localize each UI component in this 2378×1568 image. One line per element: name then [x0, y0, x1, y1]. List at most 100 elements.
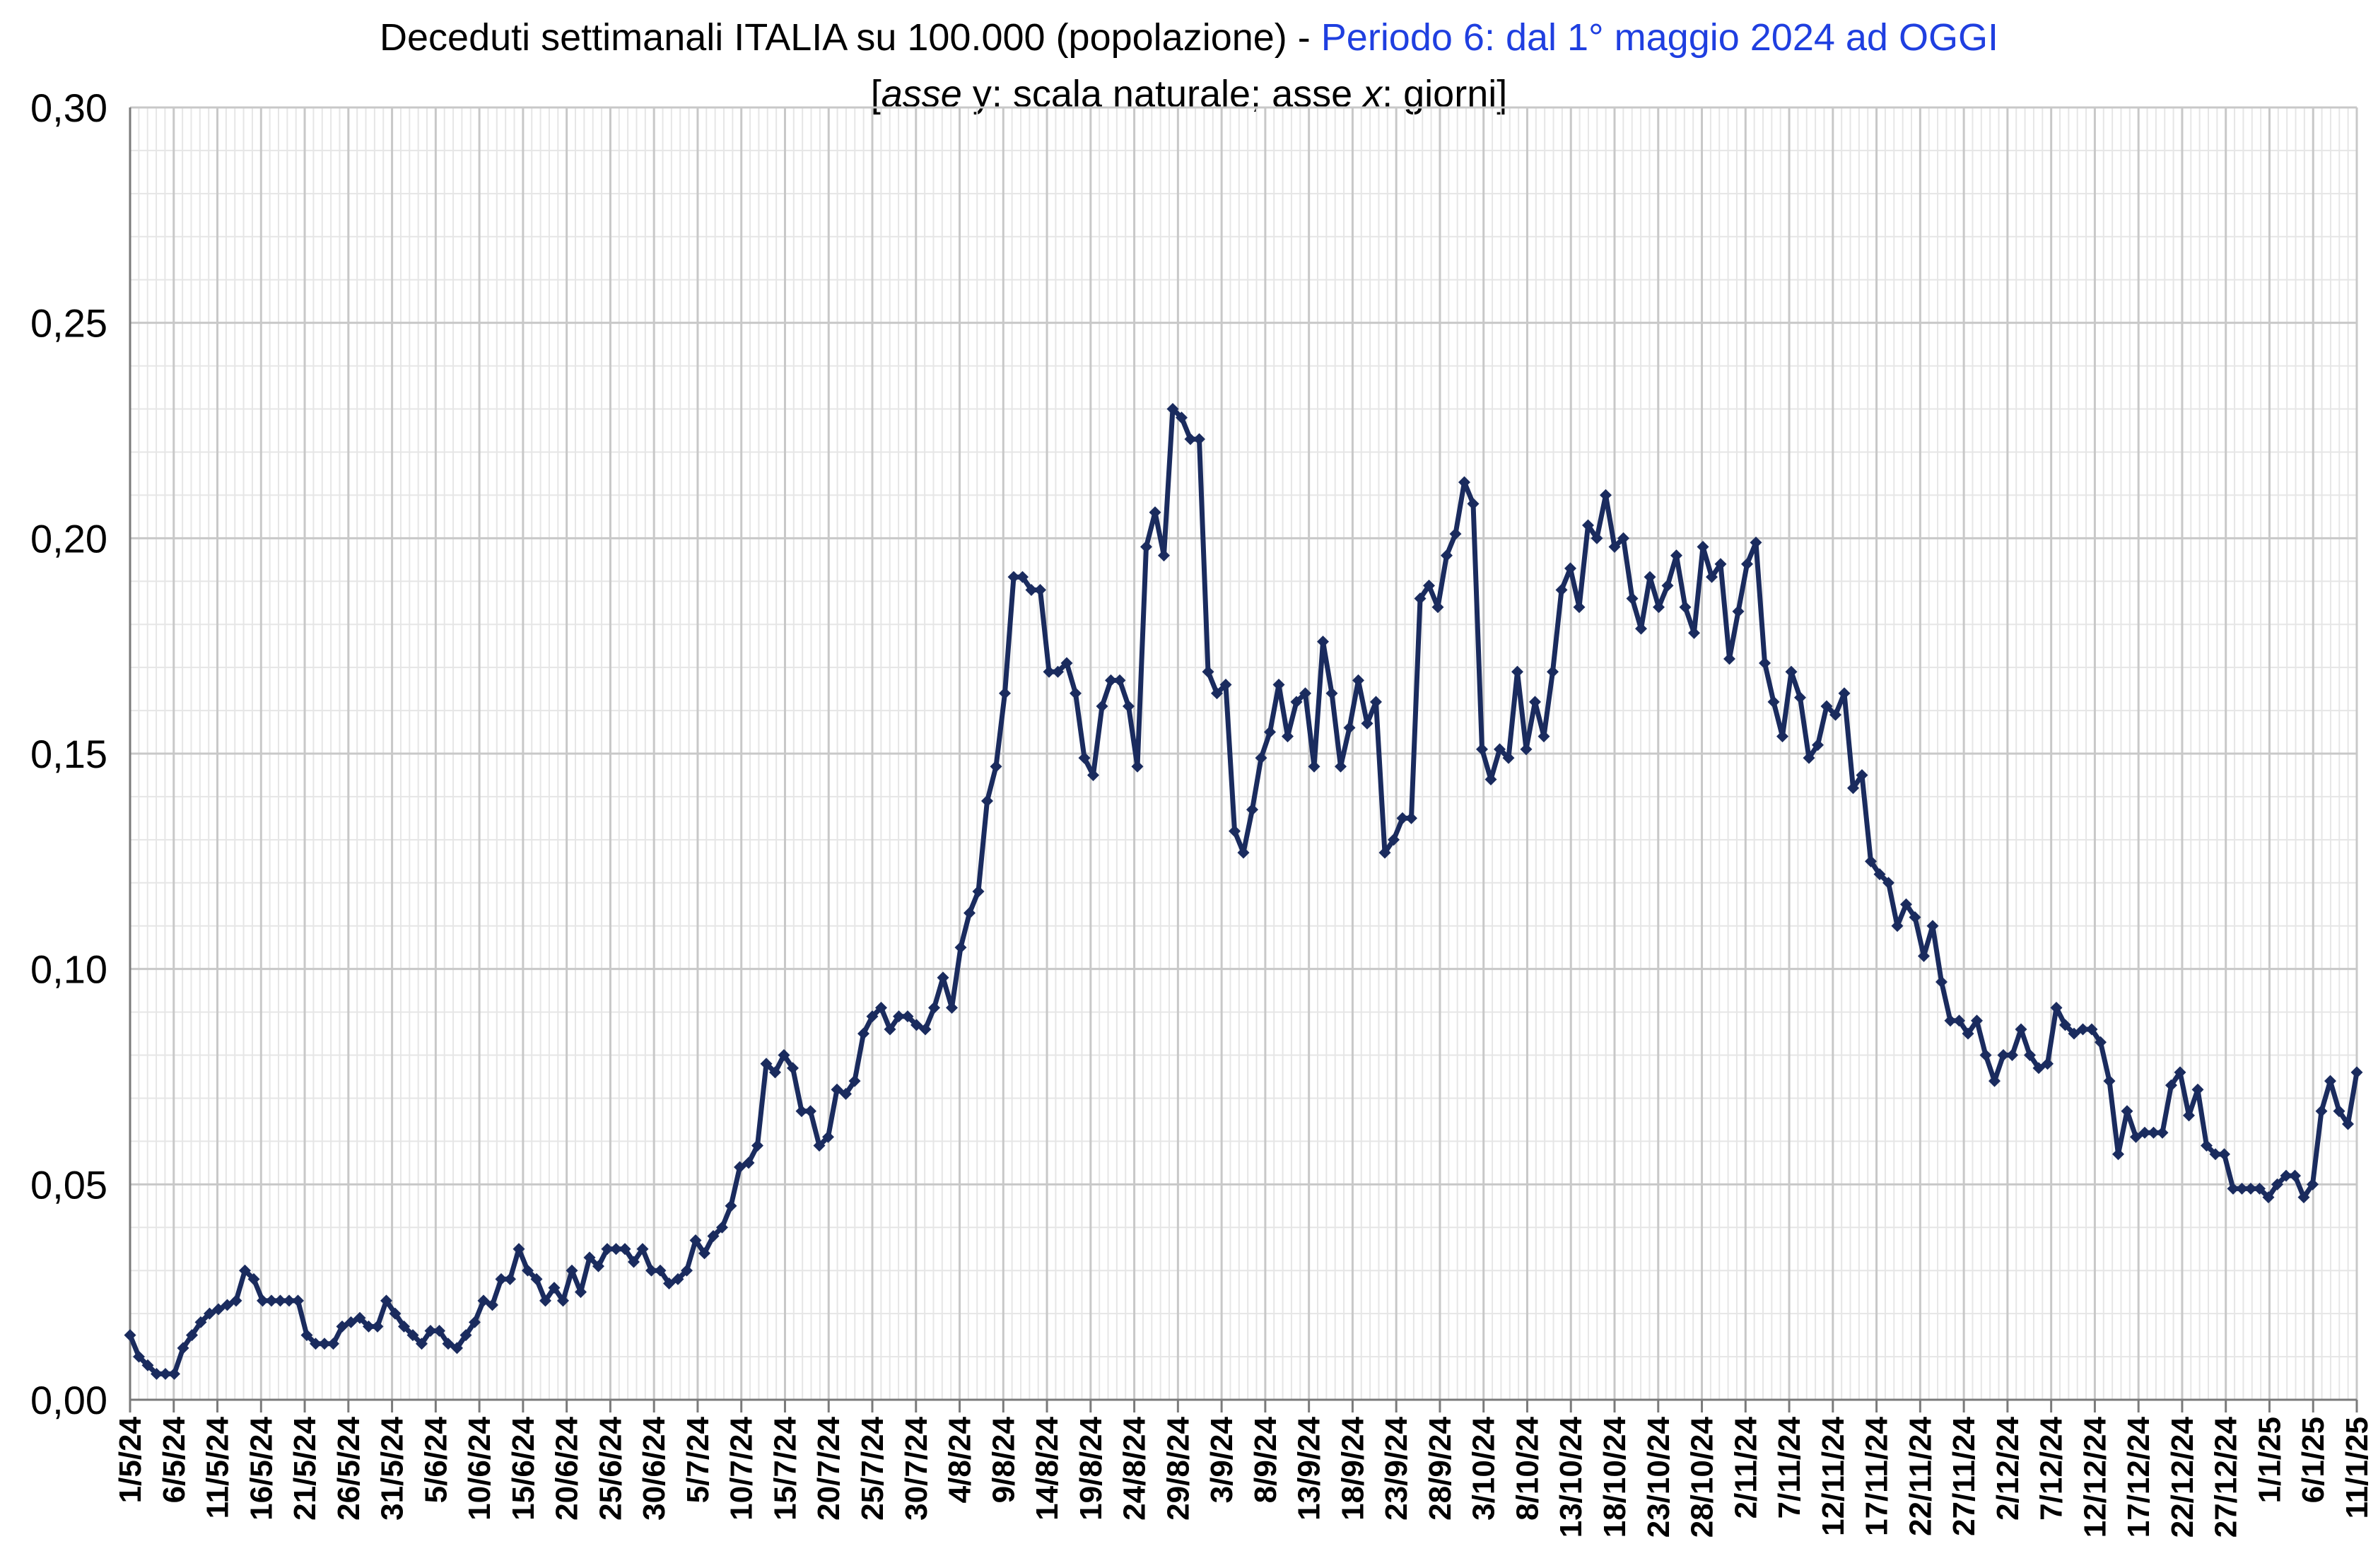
- data-point-marker: [168, 1367, 180, 1380]
- data-point-marker: [504, 1272, 516, 1285]
- x-tick-label: 25/6/24: [593, 1416, 628, 1520]
- data-point-marker: [1149, 506, 1161, 519]
- data-point-marker: [1494, 743, 1506, 756]
- x-tick-label: 9/8/24: [986, 1416, 1021, 1503]
- data-point-marker: [1370, 696, 1382, 708]
- data-point-marker: [2227, 1182, 2239, 1195]
- data-point-marker: [1229, 825, 1241, 838]
- data-point-marker: [2024, 1049, 2036, 1062]
- data-point-marker: [2191, 1083, 2204, 1096]
- data-point-marker: [292, 1294, 304, 1307]
- data-point-marker: [1591, 532, 1603, 544]
- data-point-marker: [1723, 653, 1735, 665]
- data-point-marker: [1299, 687, 1311, 700]
- data-point-marker: [2059, 1019, 2071, 1031]
- x-tick-label: 29/8/24: [1161, 1416, 1195, 1520]
- data-point-marker: [459, 1329, 472, 1342]
- data-point-marker: [1219, 679, 1232, 691]
- data-point-marker: [804, 1105, 816, 1118]
- data-point-marker: [371, 1320, 384, 1333]
- data-point-marker: [778, 1049, 790, 1062]
- data-point-marker: [398, 1320, 410, 1333]
- x-tick-label: 26/5/24: [332, 1416, 366, 1520]
- data-point-marker: [1087, 768, 1099, 781]
- data-point-marker: [742, 1157, 755, 1169]
- data-point-marker: [1926, 920, 1939, 932]
- data-point-marker: [1272, 679, 1285, 691]
- data-point-marker: [981, 795, 993, 807]
- data-point-marker: [1184, 433, 1197, 445]
- major-gridlines: [129, 106, 2358, 1401]
- data-point-marker: [972, 885, 985, 898]
- data-point-marker: [1847, 782, 1859, 795]
- data-point-marker: [2244, 1182, 2257, 1195]
- data-point-marker: [1600, 488, 1612, 501]
- x-tick-label: 6/5/24: [157, 1416, 192, 1503]
- data-point-marker: [2148, 1126, 2160, 1139]
- x-tick-label: 31/5/24: [375, 1416, 410, 1520]
- x-tick-label: 28/10/24: [1685, 1416, 1720, 1538]
- data-point-marker: [1812, 739, 1824, 751]
- data-point-marker: [999, 687, 1011, 700]
- data-point-marker: [1246, 803, 1258, 816]
- data-point-marker: [716, 1221, 728, 1234]
- data-point-marker: [2209, 1148, 2222, 1161]
- data-point-marker: [557, 1294, 569, 1307]
- data-point-marker: [363, 1320, 375, 1333]
- data-point-marker: [2112, 1148, 2124, 1161]
- data-point-marker: [1335, 760, 1347, 773]
- data-point-marker: [893, 1010, 905, 1023]
- x-tick-label: 21/5/24: [288, 1416, 322, 1520]
- x-tick-label: 24/8/24: [1118, 1416, 1152, 1520]
- data-point-marker: [1388, 833, 1400, 846]
- data-point-marker: [1502, 751, 1515, 764]
- data-point-marker: [2218, 1148, 2230, 1161]
- data-point-marker: [1653, 601, 1665, 614]
- data-point-marker: [2095, 1036, 2107, 1048]
- data-point-marker: [831, 1083, 843, 1096]
- data-point-marker: [813, 1140, 826, 1152]
- data-point-marker: [1308, 760, 1320, 773]
- data-point-marker: [964, 906, 976, 919]
- data-point-marker: [1555, 583, 1568, 596]
- x-tick-label: 25/7/24: [855, 1416, 890, 1520]
- data-point-marker: [2315, 1105, 2328, 1118]
- data-point-marker: [1670, 549, 1682, 562]
- data-point-marker: [1078, 751, 1091, 764]
- data-point-marker: [2324, 1075, 2336, 1087]
- x-tick-label: 3/9/24: [1205, 1416, 1239, 1503]
- data-point-marker: [848, 1075, 861, 1087]
- data-point-marker: [751, 1140, 763, 1152]
- data-point-marker: [1608, 541, 1621, 554]
- data-point-marker: [433, 1325, 445, 1337]
- data-point-marker: [1838, 687, 1851, 700]
- y-tick-label: 0,25: [30, 301, 107, 346]
- data-point-marker: [707, 1229, 720, 1242]
- x-tick-label: 13/9/24: [1292, 1416, 1327, 1520]
- data-point-marker: [2103, 1075, 2116, 1087]
- data-point-marker: [946, 1002, 958, 1014]
- x-tick-label: 15/6/24: [506, 1416, 541, 1520]
- data-point-marker: [1123, 700, 1135, 713]
- data-point-marker: [1476, 743, 1488, 756]
- x-tick-label: 22/11/24: [1903, 1416, 1938, 1535]
- x-tick-label: 10/7/24: [725, 1416, 759, 1520]
- data-point-marker: [2156, 1126, 2169, 1139]
- data-point-marker: [486, 1299, 498, 1311]
- axes: [129, 107, 2358, 1412]
- data-point-marker: [2068, 1027, 2080, 1040]
- y-tick-label: 0,05: [30, 1162, 107, 1207]
- data-point-marker: [1697, 541, 1709, 554]
- x-tick-label: 8/10/24: [1510, 1416, 1545, 1520]
- data-point-marker: [1458, 476, 1470, 488]
- x-tick-label: 11/5/24: [201, 1416, 235, 1519]
- data-point-marker: [1732, 605, 1745, 618]
- data-point-marker: [1714, 558, 1727, 571]
- title-period-text: Periodo 6: dal 1° maggio 2024 ad OGGI: [1320, 16, 1998, 59]
- data-point-marker: [575, 1286, 587, 1299]
- data-point-marker: [1679, 601, 1692, 614]
- data-point-marker: [954, 941, 967, 954]
- data-point-marker: [1865, 855, 1877, 867]
- x-tick-label: 18/10/24: [1598, 1416, 1632, 1538]
- data-point-marker: [1396, 812, 1409, 824]
